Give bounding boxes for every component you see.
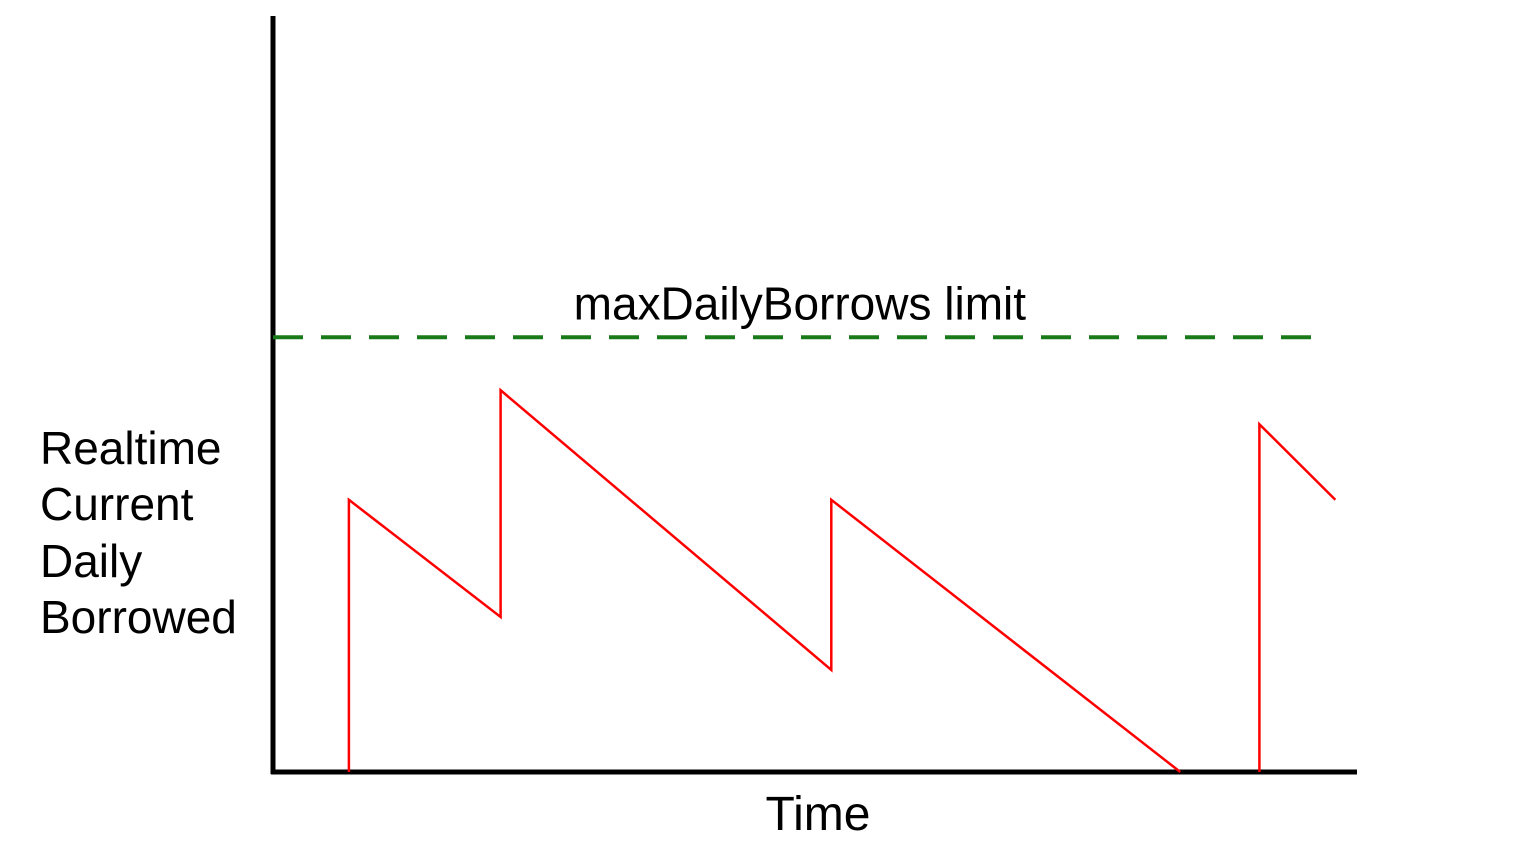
y-axis-label: Realtime Current Daily Borrowed — [40, 422, 237, 643]
series-line-segment — [1258, 421, 1337, 772]
y-axis-label-line: Realtime — [40, 422, 222, 474]
y-axis-label-line: Daily — [40, 535, 142, 587]
series-line-segment — [347, 387, 1182, 773]
limit-label: maxDailyBorrows limit — [574, 277, 1027, 329]
x-axis-label: Time — [766, 788, 871, 841]
y-axis-label-line: Current — [40, 478, 194, 530]
y-axis-label-line: Borrowed — [40, 591, 237, 643]
series-group — [347, 387, 1337, 773]
